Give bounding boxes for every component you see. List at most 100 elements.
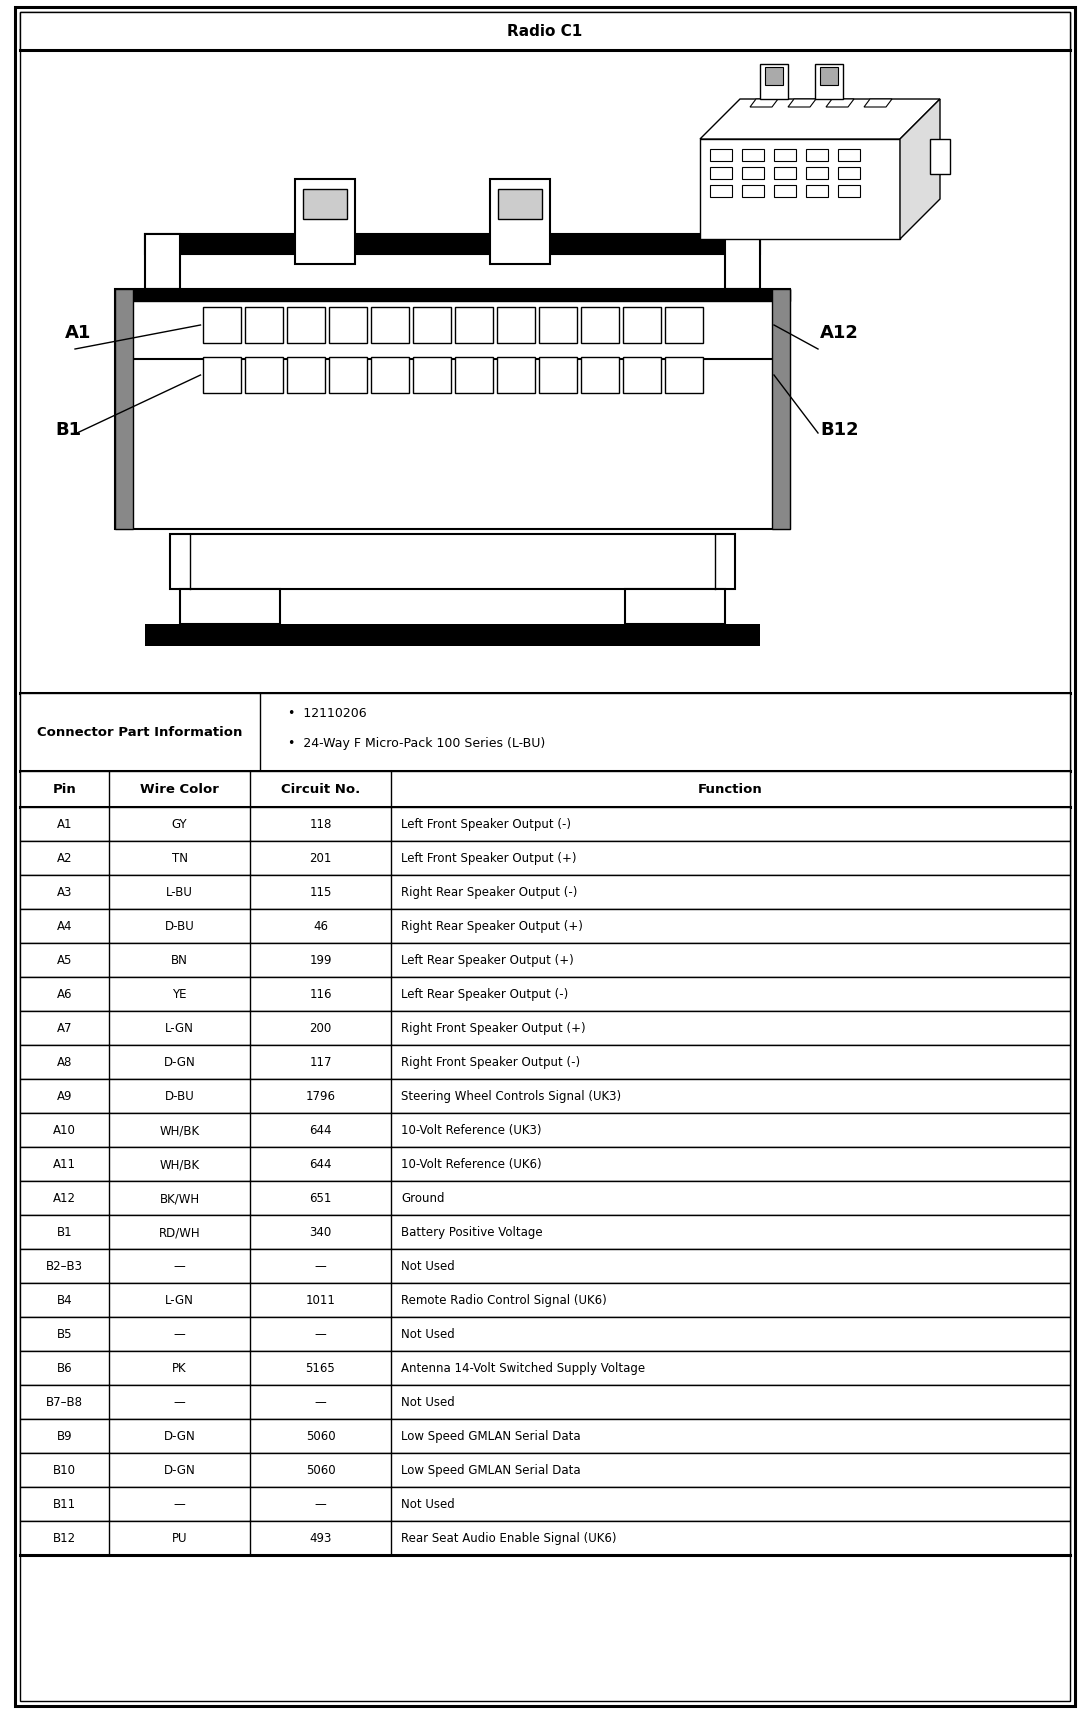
Bar (20, 1250, 1070, 1284)
Bar (20, 1215, 1070, 1250)
Text: 10-Volt Reference (UK6): 10-Volt Reference (UK6) (401, 1159, 542, 1171)
Bar (20, 1284, 1070, 1318)
Bar (497, 358, 534, 394)
Text: Left Rear Speaker Output (+): Left Rear Speaker Output (+) (401, 955, 573, 967)
Text: 5165: 5165 (305, 1361, 336, 1375)
Bar (20, 1011, 1070, 1046)
Bar (20, 1488, 1070, 1520)
Text: Wire Color: Wire Color (140, 783, 219, 795)
Polygon shape (864, 99, 892, 108)
Bar (20, 943, 1070, 977)
Text: 46: 46 (313, 920, 328, 932)
Polygon shape (700, 99, 940, 141)
Text: B12: B12 (820, 420, 859, 439)
Bar (20, 1147, 1070, 1181)
Bar (287, 309, 325, 345)
Bar (20, 14, 1070, 51)
Text: 493: 493 (310, 1532, 331, 1544)
Bar (665, 358, 702, 394)
Text: D-GN: D-GN (164, 1056, 195, 1070)
Bar (774, 149, 796, 161)
Bar (244, 358, 282, 394)
Polygon shape (900, 99, 940, 240)
Text: D-GN: D-GN (164, 1464, 195, 1477)
Text: A1: A1 (57, 818, 72, 831)
Bar (725, 235, 760, 290)
Text: —: — (315, 1328, 326, 1340)
Bar (20, 1419, 1070, 1453)
Bar (371, 358, 409, 394)
Text: 644: 644 (310, 1124, 331, 1136)
Bar (455, 358, 493, 394)
Text: A2: A2 (57, 852, 72, 866)
Text: B5: B5 (57, 1328, 72, 1340)
Bar (625, 590, 725, 624)
Text: A5: A5 (57, 955, 72, 967)
Text: Left Rear Speaker Output (-): Left Rear Speaker Output (-) (401, 987, 568, 1001)
Bar (145, 624, 760, 646)
Bar (838, 168, 860, 180)
Bar (170, 535, 735, 590)
Text: 5060: 5060 (305, 1464, 336, 1477)
Text: Left Front Speaker Output (+): Left Front Speaker Output (+) (401, 852, 577, 866)
Bar (20, 1046, 1070, 1080)
Bar (806, 149, 828, 161)
Text: Function: Function (698, 783, 763, 795)
Bar (20, 807, 1070, 842)
Text: Low Speed GMLAN Serial Data: Low Speed GMLAN Serial Data (401, 1429, 581, 1443)
Text: A1: A1 (65, 324, 92, 341)
Text: Ground: Ground (401, 1191, 445, 1205)
Bar (455, 309, 493, 345)
Text: Remote Radio Control Signal (UK6): Remote Radio Control Signal (UK6) (401, 1294, 607, 1306)
Bar (20, 1520, 1070, 1555)
Bar (116, 290, 790, 530)
Bar (412, 309, 450, 345)
Bar (20, 694, 1070, 771)
Text: Low Speed GMLAN Serial Data: Low Speed GMLAN Serial Data (401, 1464, 581, 1477)
Text: 5060: 5060 (305, 1429, 336, 1443)
Text: •  12110206: • 12110206 (288, 708, 366, 720)
Text: TN: TN (171, 852, 187, 866)
Bar (145, 235, 180, 290)
Text: B1: B1 (54, 420, 81, 439)
Bar (287, 358, 325, 394)
Bar (490, 180, 550, 266)
Text: Right Rear Speaker Output (-): Right Rear Speaker Output (-) (401, 886, 578, 898)
Text: BK/WH: BK/WH (159, 1191, 199, 1205)
Text: WH/BK: WH/BK (159, 1159, 199, 1171)
Text: D-BU: D-BU (165, 920, 194, 932)
Bar (710, 168, 732, 180)
Bar (710, 149, 732, 161)
Text: Not Used: Not Used (401, 1260, 455, 1274)
Bar (20, 1114, 1070, 1147)
Bar (20, 876, 1070, 910)
Text: B12: B12 (53, 1532, 76, 1544)
Bar (116, 290, 133, 530)
Text: RD/WH: RD/WH (159, 1226, 201, 1239)
Text: 118: 118 (310, 818, 331, 831)
Bar (622, 358, 661, 394)
Bar (20, 910, 1070, 943)
Bar (806, 185, 828, 197)
Text: 340: 340 (310, 1226, 331, 1239)
Text: A9: A9 (57, 1090, 72, 1102)
Text: A4: A4 (57, 920, 72, 932)
Bar (20, 842, 1070, 876)
Text: D-GN: D-GN (164, 1429, 195, 1443)
Bar (20, 1181, 1070, 1215)
Bar (742, 149, 764, 161)
Text: B11: B11 (53, 1498, 76, 1510)
Bar (20, 1080, 1070, 1114)
Text: A10: A10 (53, 1124, 76, 1136)
Text: —: — (315, 1498, 326, 1510)
Bar (742, 168, 764, 180)
Bar (20, 1318, 1070, 1351)
Text: A12: A12 (820, 324, 859, 341)
Bar (622, 309, 661, 345)
Text: 115: 115 (310, 886, 331, 898)
Bar (203, 309, 241, 345)
Bar (700, 141, 900, 240)
Bar (774, 185, 796, 197)
Bar (742, 185, 764, 197)
Text: Right Front Speaker Output (+): Right Front Speaker Output (+) (401, 1022, 585, 1035)
